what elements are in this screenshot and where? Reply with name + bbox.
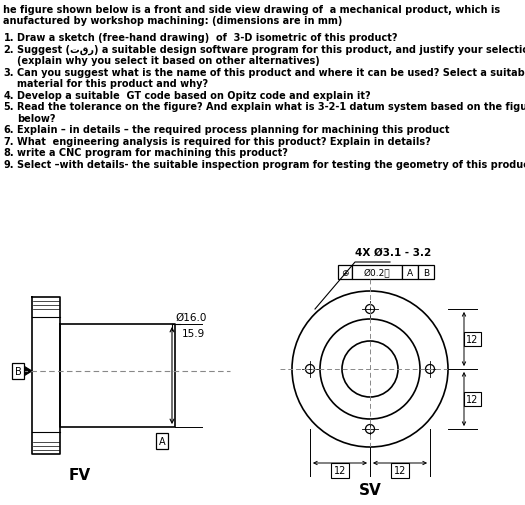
Text: FV: FV xyxy=(69,467,91,482)
Text: Read the tolerance on the figure? And explain what is 3-2-1 datum system based o: Read the tolerance on the figure? And ex… xyxy=(17,102,525,112)
Text: anufactured by workshop machining: (dimensions are in mm): anufactured by workshop machining: (dime… xyxy=(3,16,342,26)
Text: below?: below? xyxy=(17,113,56,123)
Text: write a CNC program for machining this product?: write a CNC program for machining this p… xyxy=(17,147,288,158)
Text: Suggest (تقر) a suitable design software program for this product, and justify y: Suggest (تقر) a suitable design software… xyxy=(17,44,525,55)
Text: 15.9: 15.9 xyxy=(182,328,205,338)
Text: Develop a suitable  GT code based on Opitz code and explain it?: Develop a suitable GT code based on Opit… xyxy=(17,90,371,100)
Text: 6.: 6. xyxy=(4,125,14,135)
Text: he figure shown below is a front and side view drawing of  a mechanical product,: he figure shown below is a front and sid… xyxy=(3,5,500,15)
Bar xyxy=(418,266,434,279)
Text: 3.: 3. xyxy=(4,67,14,77)
Text: Explain – in details – the required process planning for machining this product: Explain – in details – the required proc… xyxy=(17,125,449,135)
Text: 12: 12 xyxy=(334,466,346,476)
Text: SV: SV xyxy=(359,482,381,497)
Text: (explain why you select it based on other alternatives): (explain why you select it based on othe… xyxy=(17,56,320,66)
Text: 1.: 1. xyxy=(4,33,14,43)
Text: 5.: 5. xyxy=(4,102,14,112)
Text: 2.: 2. xyxy=(4,44,14,55)
Text: A: A xyxy=(407,268,413,277)
Text: 9.: 9. xyxy=(4,159,14,169)
Text: 12: 12 xyxy=(466,334,479,344)
Text: 4X Ø3.1 - 3.2: 4X Ø3.1 - 3.2 xyxy=(355,247,431,258)
Text: material for this product and why?: material for this product and why? xyxy=(17,79,208,89)
Text: A: A xyxy=(159,436,165,446)
Bar xyxy=(402,266,418,279)
Text: 12: 12 xyxy=(394,466,406,476)
Text: B: B xyxy=(15,366,22,376)
Text: 7.: 7. xyxy=(4,136,14,146)
Bar xyxy=(352,266,402,279)
Text: 12: 12 xyxy=(466,394,479,404)
Text: Ø0.2Ⓜ: Ø0.2Ⓜ xyxy=(364,268,390,277)
Text: Select –with details- the suitable inspection program for testing the geometry o: Select –with details- the suitable inspe… xyxy=(17,159,525,169)
Text: ⊕: ⊕ xyxy=(341,268,349,277)
Text: Ø16.0: Ø16.0 xyxy=(175,313,206,322)
Text: What  engineering analysis is required for this product? Explain in details?: What engineering analysis is required fo… xyxy=(17,136,430,146)
Text: B: B xyxy=(423,268,429,277)
Polygon shape xyxy=(22,365,32,377)
Text: 4.: 4. xyxy=(4,90,14,100)
Bar xyxy=(338,266,352,279)
Text: Can you suggest what is the name of this product and where it can be used? Selec: Can you suggest what is the name of this… xyxy=(17,67,525,77)
Text: Draw a sketch (free-hand drawing)  of  3-D isometric of this product?: Draw a sketch (free-hand drawing) of 3-D… xyxy=(17,33,397,43)
Text: 8.: 8. xyxy=(3,147,14,158)
